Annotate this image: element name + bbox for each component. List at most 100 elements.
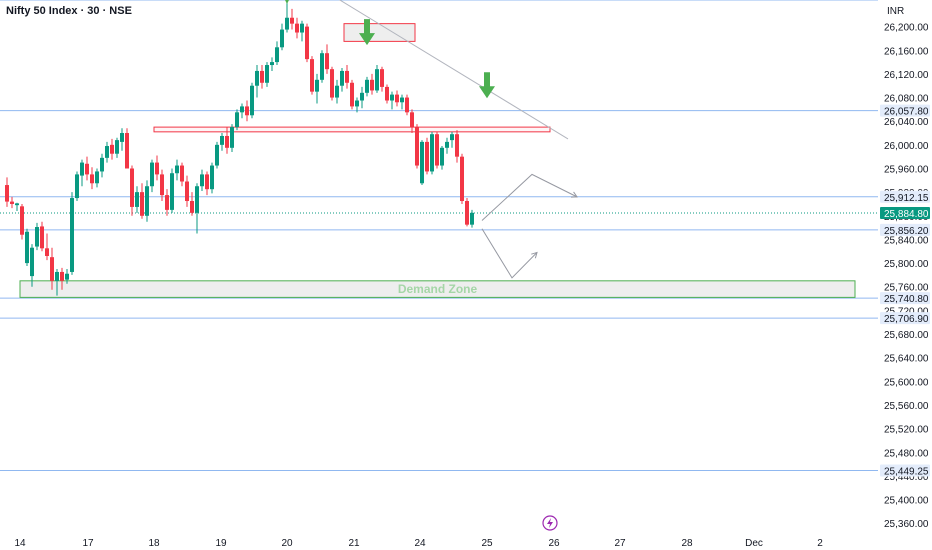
candle-body: [270, 62, 274, 66]
price-level-tag[interactable]: [880, 312, 930, 325]
candle: [345, 65, 349, 89]
y-tick-label: 25,480.00: [884, 448, 929, 459]
candle-body: [40, 226, 44, 249]
x-tick-label: Dec: [745, 538, 763, 549]
candle-body: [260, 70, 264, 83]
projection-path-down[interactable]: [481, 228, 538, 279]
candle: [385, 84, 389, 104]
trendline-layer: [335, 0, 569, 140]
price-level-tag[interactable]: [880, 292, 930, 305]
candle: [260, 65, 264, 89]
candle: [105, 141, 109, 163]
currency-label[interactable]: INR: [887, 6, 905, 17]
candle: [135, 186, 139, 213]
candle-body: [345, 70, 349, 83]
candle-body: [390, 94, 394, 101]
candle: [275, 41, 279, 66]
supply-zone[interactable]: [153, 126, 551, 133]
candle: [370, 73, 374, 95]
candle-body: [255, 70, 259, 86]
x-tick-label: 19: [215, 538, 227, 549]
candle-body: [150, 162, 154, 187]
candle: [160, 169, 164, 202]
candle: [70, 192, 74, 275]
candle: [230, 124, 234, 152]
down-arrow-icon[interactable]: [479, 72, 495, 99]
candle: [255, 65, 259, 98]
candle: [350, 79, 354, 110]
price-level-tag[interactable]: [880, 104, 930, 117]
candle-body: [380, 69, 384, 87]
x-tick-label: 21: [348, 538, 360, 549]
current-price-tag[interactable]: [880, 206, 930, 219]
candle-body: [100, 157, 104, 172]
candle: [140, 183, 144, 219]
candle-body: [470, 212, 474, 225]
candle: [295, 17, 299, 39]
current-price-label: 25,884.80: [884, 209, 929, 220]
y-tick-label: 25,440.00: [884, 472, 929, 483]
candle: [265, 62, 269, 87]
candle: [85, 156, 89, 181]
candle-body: [430, 134, 434, 172]
price-level-tag-label: 25,856.20: [884, 226, 929, 237]
y-tick-label: 26,040.00: [884, 117, 929, 128]
chart-title: Nifty 50 Index · 30 · NSE: [6, 5, 132, 17]
price-level-tag[interactable]: [880, 464, 930, 477]
candle-body: [340, 70, 344, 86]
demand-zone[interactable]: [19, 280, 856, 298]
candle-body: [115, 140, 119, 154]
y-tick-label: 26,160.00: [884, 46, 929, 57]
candle-body: [145, 186, 149, 216]
candle-body: [305, 26, 309, 60]
candle: [30, 244, 34, 287]
candle-body: [310, 59, 314, 92]
candle-body: [395, 94, 399, 103]
candle-body: [140, 192, 144, 216]
candle: [380, 66, 384, 92]
candle-body: [460, 156, 464, 202]
price-level-tag[interactable]: [880, 190, 930, 203]
trendline[interactable]: [335, 0, 569, 140]
price-level-tag-label: 25,449.25: [884, 466, 929, 477]
candle-body: [30, 247, 34, 277]
candle-body: [385, 86, 389, 101]
y-tick-label: 25,720.00: [884, 306, 929, 317]
peak-marker-icon: [285, 0, 289, 4]
candle: [55, 269, 59, 296]
candle: [395, 90, 399, 107]
candle: [225, 127, 229, 154]
candle-body: [330, 69, 334, 98]
candle: [25, 228, 29, 267]
price-level-tag-label: 25,912.15: [884, 193, 929, 204]
candle-body: [300, 23, 304, 33]
candle-body: [5, 185, 9, 202]
candle-body: [175, 165, 179, 174]
candle-body: [195, 186, 199, 213]
candle-body: [280, 29, 284, 48]
x-tick-label: 27: [614, 538, 626, 549]
candle-body: [295, 23, 299, 33]
lightning-icon[interactable]: [542, 515, 558, 531]
y-tick-label: 25,840.00: [884, 235, 929, 246]
y-tick-label: 25,400.00: [884, 496, 929, 507]
down-arrow-icon[interactable]: [359, 19, 375, 46]
candle-body: [205, 174, 209, 190]
y-tick-label: 25,640.00: [884, 354, 929, 365]
demand-zone-label: Demand Zone: [398, 282, 478, 296]
candle-body: [465, 201, 469, 225]
candle-body: [265, 65, 269, 83]
candle-body: [250, 85, 254, 116]
candle: [415, 124, 419, 169]
candle: [75, 171, 79, 202]
projection-path-up[interactable]: [481, 173, 578, 221]
candle-body: [110, 144, 114, 154]
candle: [240, 103, 244, 119]
candle: [290, 8, 294, 30]
candle: [65, 269, 69, 284]
candle-body: [170, 173, 174, 210]
price-level-tag[interactable]: [880, 223, 930, 236]
candle-body: [290, 17, 294, 24]
x-tick-label: 2: [817, 538, 823, 549]
